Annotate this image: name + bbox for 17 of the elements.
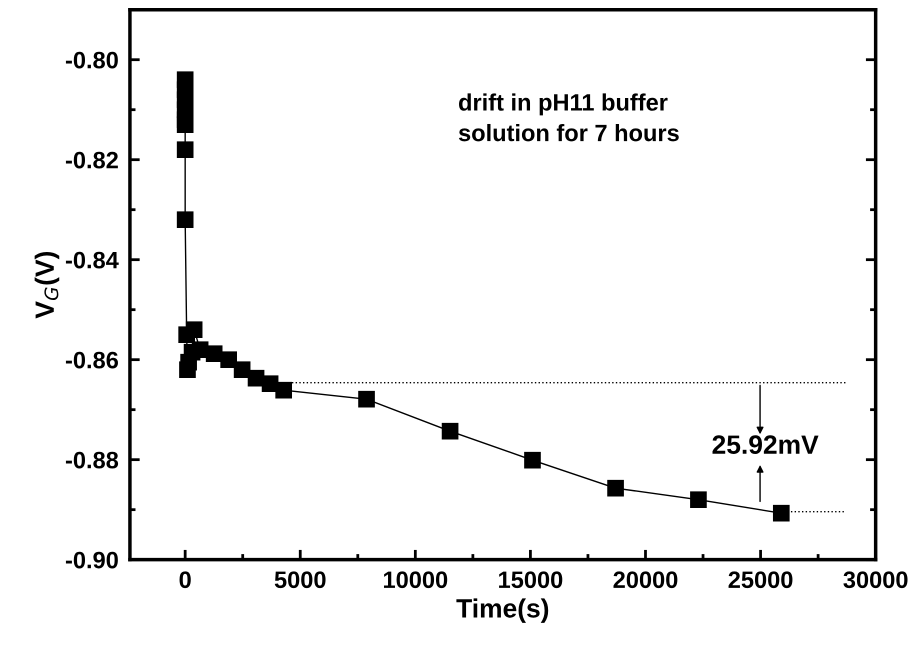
y-tick-label: -0.82	[66, 152, 118, 168]
x-tick-label: 5000	[274, 571, 326, 588]
x-tick-label: 0	[180, 571, 191, 588]
annotation: drift in pH11 buffer solution for 7 hours	[458, 93, 679, 142]
x-tick-label: 25000	[728, 571, 792, 588]
x-axis-title: Time(s)	[456, 598, 548, 623]
x-tick-label: 30000	[843, 571, 908, 588]
x-tick-label: 15000	[499, 571, 562, 588]
y-tick-label: -0.90	[66, 552, 118, 568]
x-tick-label: 10000	[384, 571, 448, 588]
x-tick-label: 20000	[613, 571, 678, 588]
y-tick-label: -0.86	[66, 352, 118, 368]
y-tick-label: -0.84	[66, 252, 119, 268]
y-tick-label: -0.80	[66, 52, 118, 68]
y-tick-label: -0.88	[66, 452, 118, 468]
y-axis-title: V$_{G}$(V)	[34, 252, 60, 319]
annotation: 25.92mV	[712, 435, 819, 454]
